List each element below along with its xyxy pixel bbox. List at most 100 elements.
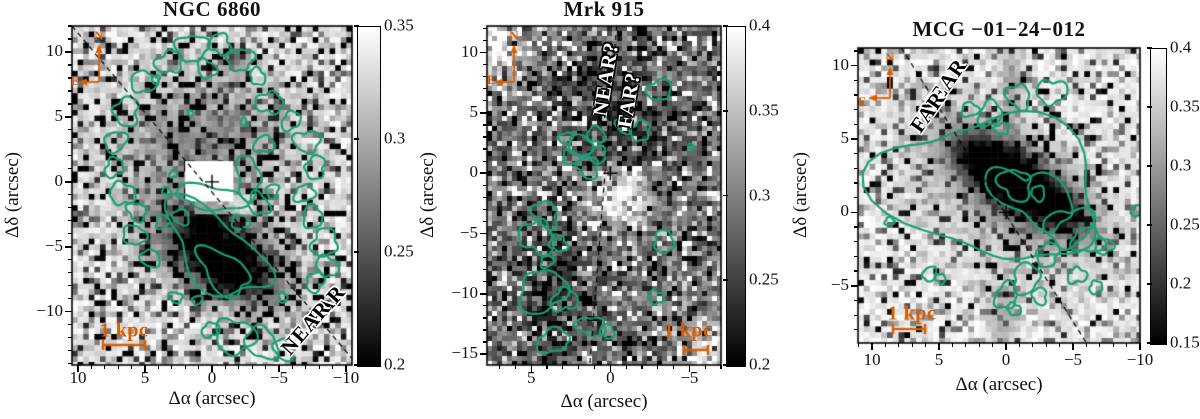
x-minor-tick	[171, 365, 173, 369]
y-minor-tick	[68, 220, 72, 222]
y-minor-tick	[854, 314, 858, 316]
colorbar-tick	[723, 279, 728, 282]
y-minor-tick	[68, 155, 72, 157]
y-major-tick	[480, 112, 487, 114]
y-minor-tick	[483, 160, 487, 162]
x-tick-label: 0	[606, 368, 615, 387]
x-minor-tick	[1059, 343, 1061, 347]
x-minor-tick	[992, 343, 994, 347]
y-tick-label: −15	[451, 343, 478, 363]
x-tick-label: −5	[680, 368, 699, 387]
y-minor-tick	[854, 299, 858, 302]
x-minor-tick	[131, 365, 133, 369]
x-minor-tick	[184, 365, 186, 369]
colorbar-tick-label: 0.35	[749, 100, 779, 120]
x-minor-tick	[911, 343, 913, 347]
y-tick-label: 10	[461, 41, 478, 61]
x-tick-label: 5	[934, 350, 944, 369]
y-minor-tick	[854, 255, 858, 257]
y-tick-label: 0	[54, 170, 64, 190]
y-minor-tick	[483, 305, 487, 307]
y-tick-label: 0	[469, 162, 479, 182]
colorbar-tick	[723, 25, 728, 27]
compass-north-label: N	[509, 28, 519, 43]
y-minor-tick	[68, 350, 72, 352]
scalebar-label: 1 kpc	[99, 319, 149, 342]
y-minor-tick	[854, 153, 858, 155]
x-minor-tick	[858, 343, 860, 347]
colorbar-tick-label: 0.2	[384, 354, 406, 374]
y-minor-tick	[483, 269, 487, 271]
y-minor-tick	[68, 64, 72, 66]
y-minor-tick	[68, 77, 72, 79]
x-minor-tick	[90, 365, 92, 369]
x-major-tick	[1072, 343, 1074, 350]
x-minor-tick	[593, 365, 596, 369]
y-tick-label: −10	[451, 282, 478, 302]
colorbar-tick-label: 0.15	[1170, 332, 1200, 352]
colorbar-tick-label: 0.25	[384, 241, 414, 261]
colorbar-tick	[354, 25, 359, 27]
x-axis-label: Δα (arcsec)	[168, 388, 256, 409]
compass-north-label: N	[94, 28, 104, 43]
x-minor-tick	[1045, 343, 1047, 347]
scalebar-label: 1 kpc	[663, 319, 713, 342]
colorbar-tick-label: 0.2	[749, 354, 771, 374]
x-minor-tick	[884, 343, 887, 347]
y-major-tick	[65, 246, 72, 248]
x-minor-tick	[1018, 343, 1021, 347]
x-major-tick	[144, 365, 146, 372]
colorbar-tick-label: 0.25	[1170, 214, 1200, 234]
x-major-tick	[530, 365, 533, 372]
y-major-tick	[65, 116, 72, 118]
y-tick-label: −5	[459, 222, 478, 242]
panel-title-mcg: MCG −01−24−012	[912, 17, 1086, 41]
y-tick-label: 5	[840, 127, 850, 147]
x-tick-label: 0	[207, 368, 217, 387]
x-minor-tick	[291, 365, 293, 369]
x-minor-tick	[1126, 343, 1128, 347]
x-minor-tick	[578, 365, 580, 369]
y-major-tick	[65, 181, 72, 183]
y-major-tick	[480, 172, 487, 174]
y-minor-tick	[68, 129, 72, 131]
compass-east-label: E	[486, 72, 496, 87]
colorbar-tick	[1147, 342, 1152, 344]
x-minor-tick	[117, 365, 119, 369]
x-tick-label: −5	[269, 368, 289, 387]
y-tick-label: −5	[830, 274, 849, 294]
y-major-tick	[480, 293, 487, 295]
x-minor-tick	[657, 365, 659, 369]
y-major-tick	[851, 285, 858, 287]
y-minor-tick	[68, 168, 72, 170]
x-major-tick	[609, 365, 612, 372]
colorbar-tick-label: 0.3	[1170, 155, 1192, 175]
y-major-tick	[480, 232, 487, 235]
x-tick-label: 5	[527, 368, 536, 387]
y-minor-tick	[68, 233, 72, 235]
y-minor-tick	[68, 103, 72, 105]
x-minor-tick	[305, 365, 307, 369]
y-minor-tick	[68, 337, 72, 339]
x-minor-tick	[318, 365, 320, 369]
y-major-tick	[851, 64, 858, 67]
y-minor-tick	[854, 329, 858, 331]
panel-title-mrk915: Mrk 915	[563, 0, 645, 21]
colorbar-tick	[354, 138, 359, 140]
colorbar-tick-label: 0.35	[1170, 96, 1200, 116]
y-minor-tick	[68, 259, 72, 261]
colorbar-tick	[723, 364, 728, 366]
x-minor-tick	[951, 343, 954, 347]
y-major-tick	[480, 353, 487, 355]
y-minor-tick	[483, 100, 487, 102]
y-minor-tick	[483, 88, 487, 90]
x-minor-tick	[157, 365, 159, 369]
y-minor-tick	[854, 123, 858, 125]
panel-title-ngc6860: NGC 6860	[163, 0, 261, 21]
y-minor-tick	[483, 281, 487, 283]
x-minor-tick	[546, 365, 548, 369]
x-minor-tick	[898, 343, 900, 347]
colorbar	[1150, 48, 1167, 345]
x-tick-label: 10	[863, 350, 881, 369]
